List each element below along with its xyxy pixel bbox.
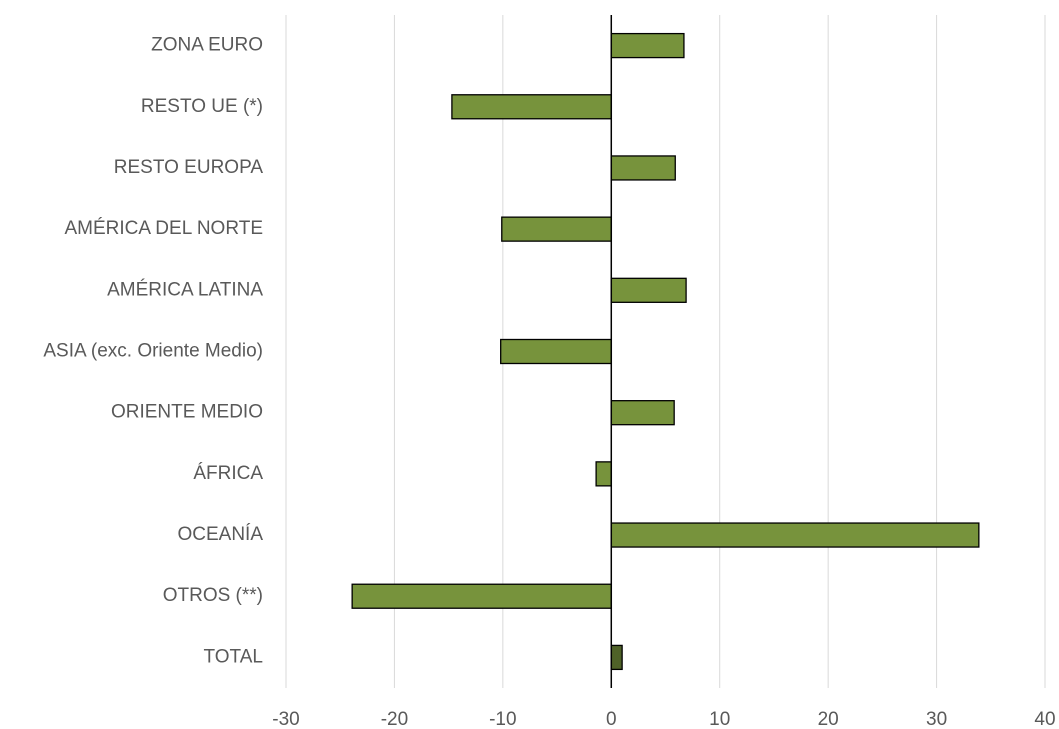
y-tick-label: AMÉRICA DEL NORTE [65,218,264,239]
bar [501,216,612,242]
x-tick-label: 10 [709,709,730,729]
y-tick-label: OCEANÍA [177,524,263,545]
x-tick-label: -20 [381,709,408,729]
y-tick-label: OTROS (**) [163,585,263,606]
bar [610,277,687,303]
x-tick-label: 30 [926,709,947,729]
bar [351,583,612,609]
bar [500,338,612,365]
x-tick-label: -10 [489,709,516,729]
y-tick-label: RESTO EUROPA [114,157,264,178]
bar [595,461,612,487]
bar [610,644,623,671]
x-tick-label: 20 [818,709,839,729]
y-tick-label: ÁFRICA [193,463,263,484]
bar [610,522,980,548]
bar [610,400,675,426]
bar [610,155,676,181]
bar [451,94,612,120]
x-tick-label: 40 [1034,709,1055,729]
y-tick-label: RESTO UE (*) [141,96,263,117]
y-tick-label: ORIENTE MEDIO [111,402,263,423]
x-tick-label: -30 [272,709,299,729]
y-tick-label: ASIA (exc. Oriente Medio) [43,341,263,362]
x-tick-label: 0 [606,709,617,729]
bar [610,32,685,59]
y-tick-label: TOTAL [204,646,263,667]
y-tick-label: ZONA EURO [151,35,263,56]
y-tick-label: AMÉRICA LATINA [107,279,263,300]
